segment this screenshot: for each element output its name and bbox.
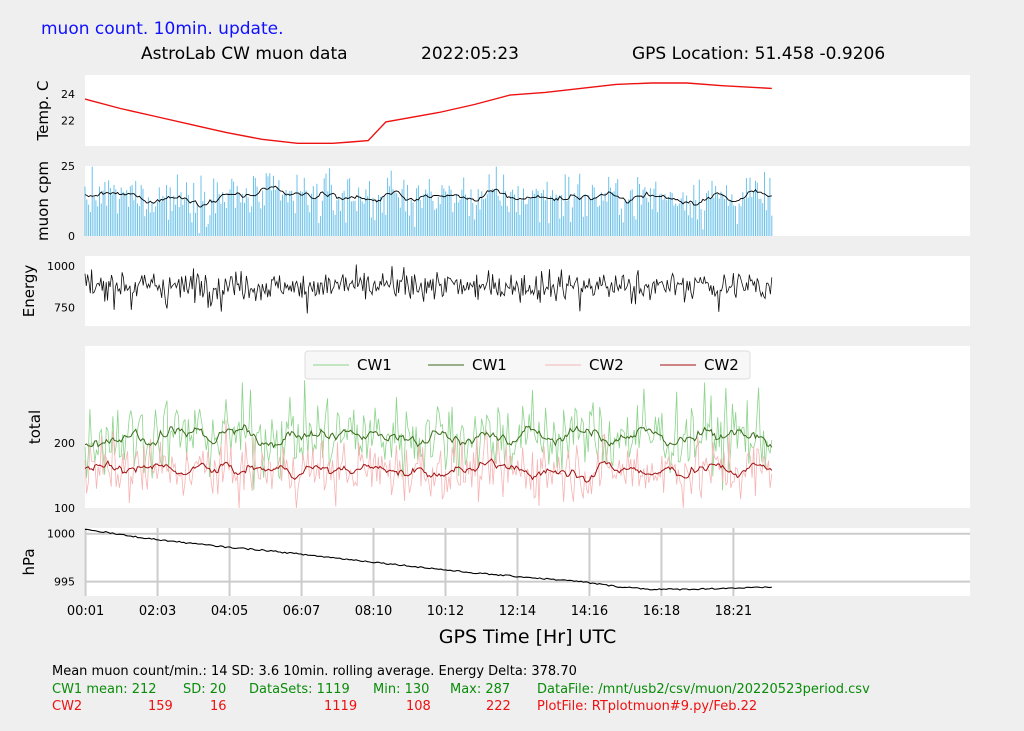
stats-summary: Mean muon count/min.: 14 SD: 3.6 10min. … — [52, 664, 577, 679]
cw2-label: CW2 — [52, 699, 83, 714]
gps-location: GPS Location: 51.458 -0.9206 — [632, 44, 886, 64]
panel-temperature — [85, 75, 970, 146]
cw2-max: 222 — [486, 699, 511, 714]
cw2-rolling-line — [84, 458, 773, 483]
legend-label-3: CW2 — [589, 356, 624, 374]
cw1-rolling-line — [84, 424, 773, 449]
legend-box — [304, 350, 751, 380]
muon-rolling-average — [84, 185, 772, 208]
muon-bars — [84, 166, 773, 236]
cw2-raw-line — [84, 419, 773, 509]
cw2-mean: 159 — [148, 699, 173, 714]
top-title: muon count. 10min. update. — [41, 19, 284, 39]
temperature-line — [84, 82, 772, 145]
x-tick-label: 04:05 — [211, 604, 248, 619]
pressure-line — [85, 528, 772, 591]
cw2-min: 108 — [406, 699, 431, 714]
x-tick-label: 06:07 — [283, 604, 320, 619]
cw2-sd: 16 — [210, 699, 227, 714]
x-tick-label: 14:16 — [571, 604, 608, 619]
pressure-ytick-label: 1000 — [47, 528, 75, 541]
x-tick-label: 12:14 — [499, 604, 536, 619]
pressure-ytick-label: 995 — [54, 576, 75, 589]
x-tick-label: 16:18 — [643, 604, 680, 619]
panel-pressure — [85, 528, 970, 596]
total-ylabel: total — [26, 410, 44, 444]
energy-ytick-label: 750 — [54, 302, 75, 315]
pressure-grid — [84, 528, 970, 596]
cw1-min: Min: 130 — [373, 682, 430, 697]
x-tick-label: 02:03 — [139, 604, 176, 619]
cw1-mean: CW1 mean: 212 — [52, 682, 157, 697]
energy-ytick-label: 1000 — [47, 260, 75, 273]
legend-label-2: CW1 — [472, 356, 507, 374]
x-tick-label: 00:01 — [67, 604, 104, 619]
muon_cpm-ylabel: muon cpm — [34, 161, 52, 241]
cw2-plotfile: PlotFile: RTplotmuon#9.py/Feb.22 — [537, 699, 758, 714]
temperature-ytick-label: 22 — [61, 115, 75, 128]
x-tick-label: 10:12 — [427, 604, 464, 619]
legend-label-1: CW1 — [357, 356, 392, 374]
cw1-datasets: DataSets: 1119 — [249, 682, 350, 697]
cw1-datafile: DataFile: /mnt/usb2/csv/muon/20220523per… — [537, 682, 870, 697]
total-ytick-label: 200 — [54, 437, 75, 450]
energy-line — [84, 264, 773, 314]
cw2-datasets: 1119 — [324, 699, 358, 714]
cw1-raw-line — [84, 380, 773, 491]
chart-date: 2022:05:23 — [421, 44, 519, 64]
temperature-ylabel: Temp. C — [34, 81, 52, 142]
x-tick-label: 08:10 — [355, 604, 392, 619]
legend-label-4: CW2 — [704, 356, 739, 374]
temperature-ytick-label: 24 — [61, 88, 75, 101]
chart-title: AstroLab CW muon data — [141, 44, 348, 64]
muon_cpm-ytick-label: 25 — [61, 160, 75, 173]
energy-ylabel: Energy — [20, 265, 38, 318]
cw1-max: Max: 287 — [450, 682, 511, 697]
total-legend: CW1 CW1 CW2 CW2 — [304, 350, 751, 380]
muon_cpm-ytick-label: 0 — [68, 230, 75, 243]
pressure-ylabel: hPa — [20, 548, 38, 575]
total-ytick-label: 100 — [54, 502, 75, 515]
x-tick-label: 18:21 — [715, 604, 752, 619]
cw1-sd: SD: 20 — [183, 682, 227, 697]
x-axis-label: GPS Time [Hr] UTC — [439, 626, 616, 648]
